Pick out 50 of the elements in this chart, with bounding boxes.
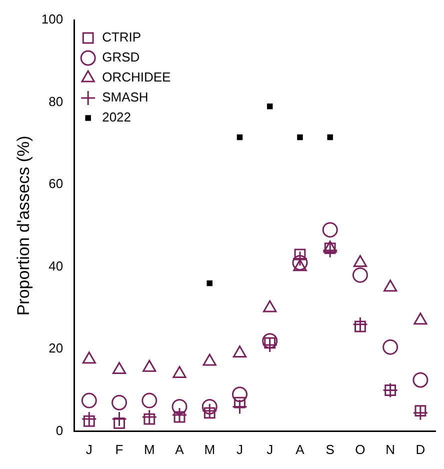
point	[202, 398, 218, 414]
point	[234, 396, 246, 408]
point	[382, 339, 398, 355]
x-tick-label: N	[386, 442, 396, 457]
point	[322, 222, 338, 238]
x-tick-label: M	[144, 442, 155, 457]
y-tick-label: 80	[48, 94, 64, 109]
point	[292, 254, 308, 270]
point	[352, 267, 368, 283]
point	[294, 248, 306, 260]
y-tick-label: 0	[56, 422, 64, 438]
x-tick-label: A	[296, 442, 305, 457]
x-tick-label: D	[416, 442, 426, 457]
point	[297, 134, 303, 140]
x-tick-label: M	[204, 442, 216, 457]
x-tick-label: J	[86, 442, 92, 457]
x-tick-label: J	[266, 442, 274, 457]
legend-label: GRSD	[102, 50, 140, 65]
y-tick-label: 100	[41, 12, 64, 27]
point	[412, 372, 428, 388]
point	[112, 394, 128, 410]
y-tick-label: 20	[48, 340, 64, 356]
point	[114, 417, 125, 429]
point	[232, 386, 248, 402]
point	[174, 411, 186, 423]
point	[81, 392, 97, 408]
point	[266, 104, 273, 110]
point	[83, 415, 95, 427]
y-tick-label: 40	[48, 258, 64, 274]
y-axis-title: Proportion d'assecs (%)	[14, 136, 33, 316]
legend-label: CTRIP	[102, 30, 142, 45]
point	[206, 280, 212, 286]
x-tick-label: S	[326, 442, 335, 457]
x-tick-label: O	[355, 442, 366, 457]
point	[142, 392, 158, 408]
legend-label: ORCHIDEE	[102, 70, 172, 85]
y-tick-label: 60	[48, 176, 64, 192]
legend-label: SMASH	[102, 90, 148, 105]
point	[172, 398, 188, 414]
x-tick-label: F	[115, 442, 124, 457]
x-tick-label: J	[236, 442, 243, 457]
point	[327, 134, 333, 140]
x-tick-label: A	[175, 442, 184, 457]
legend-label: 2022	[102, 110, 132, 125]
point	[204, 407, 216, 419]
point	[262, 333, 278, 349]
point	[144, 413, 156, 425]
point	[236, 134, 243, 140]
point	[414, 405, 426, 417]
point	[354, 320, 366, 332]
